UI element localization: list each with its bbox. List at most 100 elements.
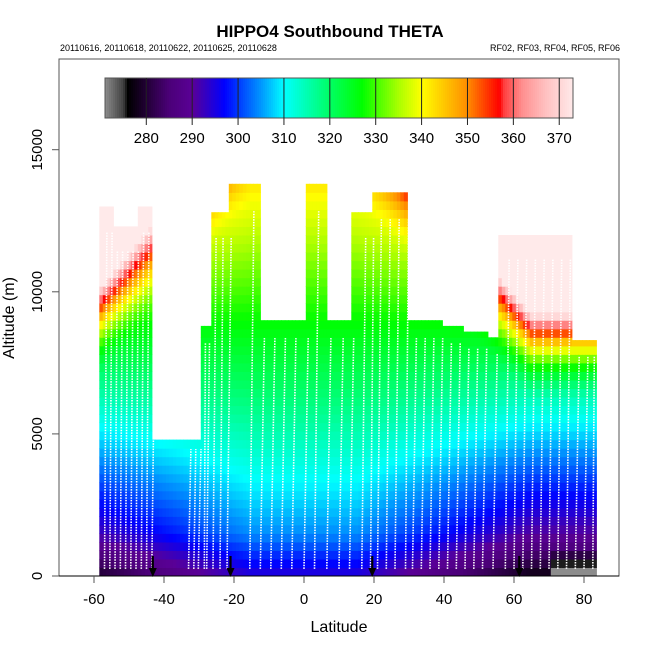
heatmap-cell: [428, 405, 433, 415]
heatmap-cell: [186, 482, 191, 492]
heatmap-cell: [459, 345, 464, 355]
heatmap-cell: [330, 362, 335, 372]
heatmap-cell: [158, 499, 163, 509]
heatmap-cell: [127, 260, 132, 270]
heatmap-cell: [333, 567, 338, 576]
heatmap-cell: [221, 405, 226, 415]
heatmap-cell: [155, 541, 160, 551]
heatmap-cell: [228, 294, 233, 304]
heatmap-cell: [134, 473, 139, 483]
heatmap-cell: [400, 388, 405, 398]
heatmap-cell: [141, 516, 146, 526]
heatmap-cell: [361, 235, 366, 245]
heatmap-cell: [214, 362, 219, 372]
heatmap-cell: [193, 456, 198, 466]
heatmap-cell: [256, 439, 261, 449]
heatmap-cell: [501, 243, 506, 253]
heatmap-cell: [519, 414, 524, 424]
heatmap-cell: [235, 379, 240, 389]
heatmap-cell: [512, 397, 517, 407]
heatmap-cell: [379, 371, 384, 381]
heatmap-cell: [130, 362, 135, 372]
heatmap-cell: [414, 482, 419, 492]
heatmap-cell: [263, 439, 268, 449]
heatmap-cell: [347, 465, 352, 475]
heatmap-cell: [127, 345, 132, 355]
heatmap-cell: [477, 456, 482, 466]
heatmap-cell: [522, 269, 527, 279]
heatmap-cell: [162, 499, 167, 509]
heatmap-cell: [550, 439, 555, 449]
heatmap-cell: [568, 541, 573, 551]
heatmap-cell: [137, 294, 142, 304]
heatmap-cell: [291, 371, 296, 381]
heatmap-cell: [113, 337, 118, 347]
flight-track-segment: [193, 449, 197, 569]
heatmap-cell: [501, 379, 506, 389]
heatmap-cell: [561, 371, 566, 381]
heatmap-cell: [267, 354, 272, 364]
heatmap-cell: [253, 405, 258, 415]
heatmap-cell: [386, 473, 391, 483]
heatmap-cell: [305, 473, 310, 483]
heatmap-cell: [312, 337, 317, 347]
heatmap-cell: [193, 465, 198, 475]
heatmap-cell: [533, 345, 538, 355]
heatmap-cell: [235, 490, 240, 500]
heatmap-cell: [256, 328, 261, 338]
heatmap-cell: [389, 541, 394, 551]
heatmap-cell: [256, 422, 261, 432]
heatmap-cell: [463, 379, 468, 389]
heatmap-cell: [344, 362, 349, 372]
heatmap-cell: [141, 482, 146, 492]
heatmap-cell: [470, 439, 475, 449]
heatmap-cell: [351, 235, 356, 245]
heatmap-cell: [298, 422, 303, 432]
heatmap-cell: [298, 550, 303, 560]
heatmap-cell: [102, 345, 107, 355]
heatmap-cell: [123, 294, 128, 304]
heatmap-cell: [358, 533, 363, 543]
heatmap-cell: [246, 533, 251, 543]
heatmap-cell: [400, 277, 405, 287]
heatmap-cell: [557, 286, 562, 296]
heatmap-cell: [270, 516, 275, 526]
heatmap-cell: [127, 379, 132, 389]
heatmap-cell: [113, 252, 118, 262]
heatmap-cell: [491, 482, 496, 492]
heatmap-cell: [435, 371, 440, 381]
heatmap-cell: [365, 533, 370, 543]
heatmap-cell: [113, 465, 118, 475]
heatmap-cell: [295, 533, 300, 543]
heatmap-cell: [445, 354, 450, 364]
heatmap-cell: [529, 260, 534, 270]
heatmap-cell: [491, 465, 496, 475]
heatmap-cell: [508, 499, 513, 509]
heatmap-cell: [102, 524, 107, 534]
heatmap-cell: [246, 345, 251, 355]
heatmap-cell: [480, 465, 485, 475]
heatmap-cell: [512, 294, 517, 304]
heatmap-cell: [232, 354, 237, 364]
heatmap-cell: [326, 456, 331, 466]
heatmap-cell: [106, 209, 111, 219]
heatmap-cell: [417, 541, 422, 551]
heatmap-cell: [123, 252, 128, 262]
heatmap-cell: [368, 524, 373, 534]
heatmap-cell: [340, 541, 345, 551]
heatmap-cell: [267, 414, 272, 424]
heatmap-cell: [144, 337, 149, 347]
heatmap-cell: [225, 448, 230, 458]
heatmap-cell: [221, 456, 226, 466]
heatmap-cell: [452, 490, 457, 500]
heatmap-cell: [536, 414, 541, 424]
heatmap-cell: [302, 490, 307, 500]
heatmap-cell: [330, 473, 335, 483]
heatmap-cell: [568, 473, 573, 483]
heatmap-cell: [477, 448, 482, 458]
heatmap-cell: [459, 465, 464, 475]
heatmap-cell: [242, 294, 247, 304]
heatmap-cell: [281, 371, 286, 381]
heatmap-cell: [312, 226, 317, 236]
heatmap-cell: [589, 465, 594, 475]
